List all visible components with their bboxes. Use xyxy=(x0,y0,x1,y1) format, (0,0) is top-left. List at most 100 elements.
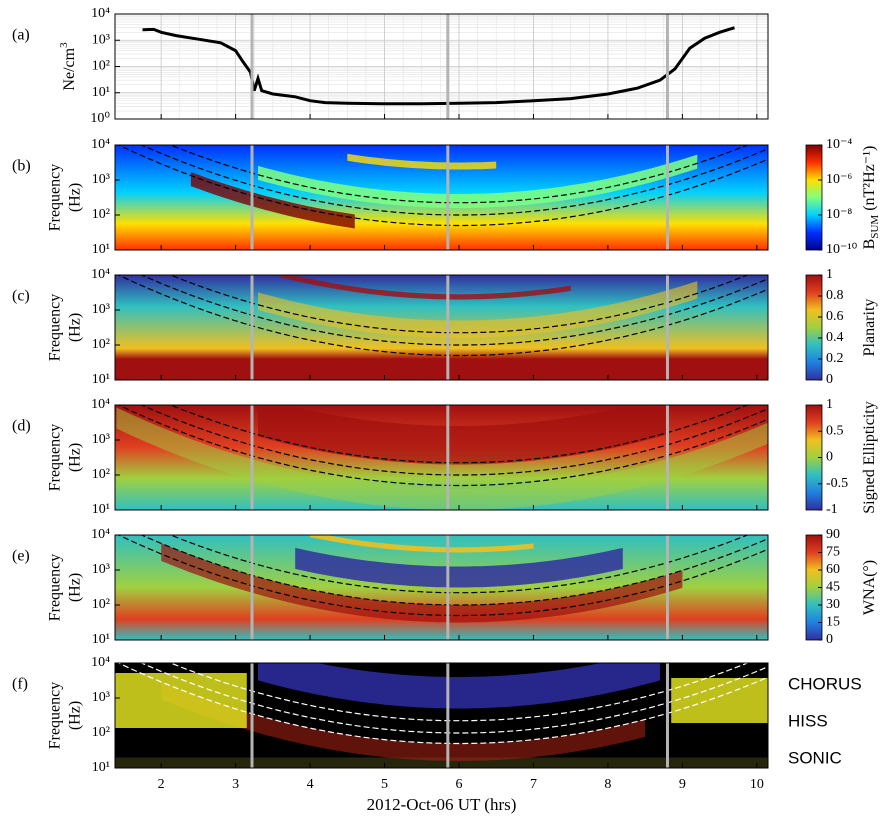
colorbar-tick-label: 0.5 xyxy=(826,423,844,438)
y-tick-label: 10³ xyxy=(92,432,110,447)
y-tick-label: 10¹ xyxy=(92,760,110,775)
legend-entry: SONIC xyxy=(788,748,842,767)
y-tick-label: 10² xyxy=(92,725,110,740)
texture xyxy=(258,663,660,709)
colorbar-tick-label: 10⁻⁴ xyxy=(826,137,852,152)
colorbar-label-text: B xyxy=(861,239,878,250)
y-tick-label: 10³ xyxy=(92,562,110,577)
texture xyxy=(258,405,668,465)
y-tick-label: 10² xyxy=(92,467,110,482)
colorbar-tick-label: 0 xyxy=(826,372,833,387)
reference-curve xyxy=(140,275,767,346)
colorbar xyxy=(805,274,823,381)
colorbar-label-text: Planarity xyxy=(861,299,878,357)
panel-label: (a) xyxy=(12,27,30,44)
x-tick-label: 6 xyxy=(455,777,462,792)
axes-frame xyxy=(114,144,769,251)
x-tick-label: 5 xyxy=(381,777,388,792)
y-tick-label: 10² xyxy=(92,597,110,612)
reference-curve xyxy=(140,405,767,476)
y-axis-label: Frequency xyxy=(47,424,64,492)
x-tick-label: 9 xyxy=(679,777,686,792)
texture xyxy=(115,673,247,728)
y-tick-label: 10¹ xyxy=(92,632,110,647)
y-tick-label: 10⁴ xyxy=(91,137,110,152)
plot-area xyxy=(115,663,768,768)
y-axis-label: (Hz) xyxy=(67,573,84,602)
reference-curve xyxy=(168,663,750,722)
y-tick-label: 10¹ xyxy=(92,242,110,257)
reference-curve xyxy=(168,535,750,594)
x-tick-label: 3 xyxy=(232,777,239,792)
colorbar-tick-label: 10⁻⁶ xyxy=(826,172,852,187)
y-axis-label: Ne/cm3 xyxy=(58,42,78,91)
y-tick-label: 10² xyxy=(92,337,110,352)
axes-frame xyxy=(114,662,769,769)
x-tick-label: 2 xyxy=(158,777,165,792)
y-tick-label: 10⁴ xyxy=(91,527,110,542)
colorbar-tick-label: 90 xyxy=(826,527,840,542)
colorbar-tick-label: -1 xyxy=(826,502,838,517)
y-tick-label: 10⁴ xyxy=(91,397,110,412)
y-axis-label: Frequency xyxy=(47,682,64,750)
legend-entry: HISS xyxy=(788,711,828,730)
colorbar-tick-label: 10⁻¹⁰ xyxy=(826,242,858,257)
texture xyxy=(116,407,768,510)
reference-curve xyxy=(168,145,750,204)
colorbar-tick-label: 45 xyxy=(826,580,840,595)
y-tick-label: 10³ xyxy=(92,690,110,705)
reference-curve xyxy=(117,405,767,487)
colorbar-label-sub: SUM xyxy=(869,215,881,239)
plot-area xyxy=(115,405,768,510)
texture xyxy=(258,281,698,338)
colorbar-label: WNA(°) xyxy=(861,560,878,615)
y-axis-label: (Hz) xyxy=(67,313,84,342)
texture xyxy=(190,172,355,229)
texture xyxy=(280,275,571,300)
density-line xyxy=(142,26,735,106)
y-axis-label-text: Ne/cm xyxy=(61,47,78,90)
y-axis-label: Frequency xyxy=(47,164,64,232)
panel-label: (f) xyxy=(12,676,28,693)
legend-entry: CHORUS xyxy=(788,674,862,693)
axes-frame xyxy=(114,274,769,381)
axes-frame xyxy=(114,13,769,120)
y-tick-label: 10⁰ xyxy=(90,111,110,126)
colorbar-tick-label: 1 xyxy=(826,267,833,282)
y-tick-label: 10³ xyxy=(92,172,110,187)
reference-curve xyxy=(168,275,750,334)
colorbar-tick-label: 75 xyxy=(826,545,840,560)
y-tick-label: 10² xyxy=(92,207,110,222)
plot-area xyxy=(115,145,768,250)
colorbar-tick-label: 0 xyxy=(826,632,833,647)
reference-curve xyxy=(168,405,750,464)
colorbar-tick-label: 0.2 xyxy=(826,351,844,366)
reference-curve xyxy=(140,535,767,606)
y-tick-label: 10¹ xyxy=(92,372,110,387)
panel-label: (b) xyxy=(12,158,31,175)
x-tick-label: 4 xyxy=(307,777,314,792)
y-axis-label: (Hz) xyxy=(67,183,84,212)
y-tick-label: 10³ xyxy=(92,32,110,47)
panel-label: (d) xyxy=(12,418,31,435)
colorbar-tick-label: 0.8 xyxy=(826,288,844,303)
colorbar-label-rest: (nT²Hz⁻¹) xyxy=(861,146,878,215)
reference-curve xyxy=(140,145,767,216)
y-axis-label: (Hz) xyxy=(67,701,84,730)
texture xyxy=(115,757,768,768)
texture xyxy=(161,543,683,623)
texture xyxy=(258,154,698,208)
x-tick-label: 8 xyxy=(604,777,611,792)
colorbar-label: BSUM (nT²Hz⁻¹) xyxy=(861,146,881,250)
y-axis-label: Frequency xyxy=(47,294,64,362)
colorbar-label-text: Signed Ellipticity xyxy=(861,401,878,513)
axes-frame xyxy=(114,534,769,641)
colorbar-tick-label: -0.5 xyxy=(826,476,848,491)
texture xyxy=(310,535,534,553)
reference-curve xyxy=(117,535,767,617)
colorbar-tick-label: 60 xyxy=(826,562,840,577)
colorbar-label: Signed Ellipticity xyxy=(861,401,878,513)
texture xyxy=(295,547,623,588)
plot-area xyxy=(115,14,768,119)
